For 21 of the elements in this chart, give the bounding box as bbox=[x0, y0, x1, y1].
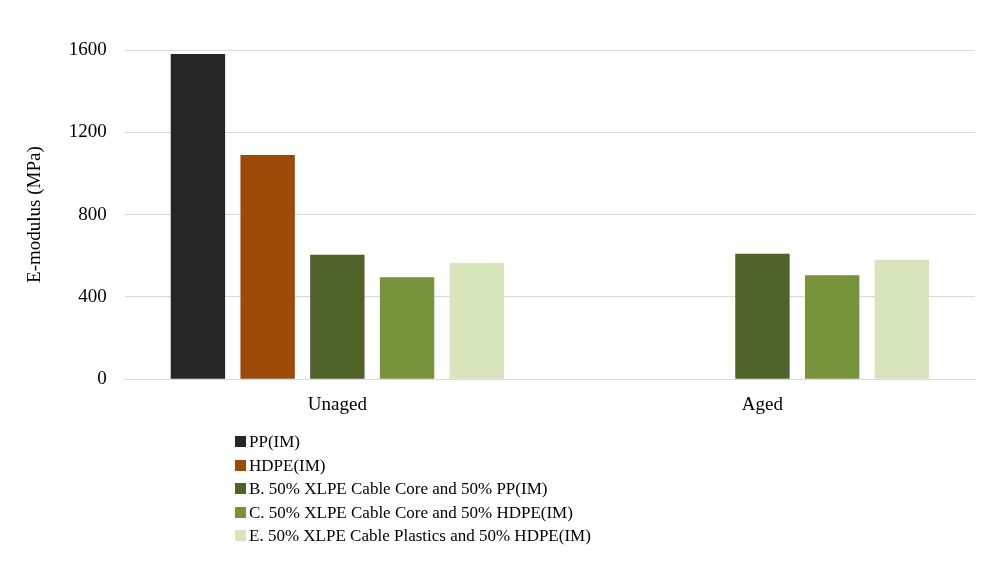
bar bbox=[170, 54, 226, 379]
legend-label: E. 50% XLPE Cable Plastics and 50% HDPE(IM) bbox=[249, 525, 591, 547]
bar bbox=[379, 277, 435, 379]
y-tick-label: 1200 bbox=[68, 120, 107, 142]
bar bbox=[310, 254, 365, 379]
legend-label: HDPE(IM) bbox=[249, 454, 326, 477]
bar bbox=[240, 154, 295, 379]
y-tick-label: 0 bbox=[97, 367, 107, 389]
bar bbox=[874, 259, 930, 379]
bar bbox=[449, 262, 504, 379]
legend-label: B. 50% XLPE Cable Core and 50% PP(IM) bbox=[249, 478, 548, 500]
y-axis-title: E-modulus (MPa) bbox=[23, 146, 46, 283]
legend-label: C. 50% XLPE Cable Core and 50% HDPE(IM) bbox=[249, 501, 573, 524]
bar bbox=[735, 253, 790, 379]
y-tick-label: 400 bbox=[78, 284, 107, 306]
x-tick-label: Aged bbox=[741, 392, 784, 414]
y-tick-label: 800 bbox=[78, 202, 107, 224]
x-tick-label: Unaged bbox=[307, 392, 368, 414]
bar bbox=[804, 275, 860, 379]
legend-label: PP(IM) bbox=[249, 431, 301, 453]
y-tick-label: 1600 bbox=[68, 37, 107, 59]
